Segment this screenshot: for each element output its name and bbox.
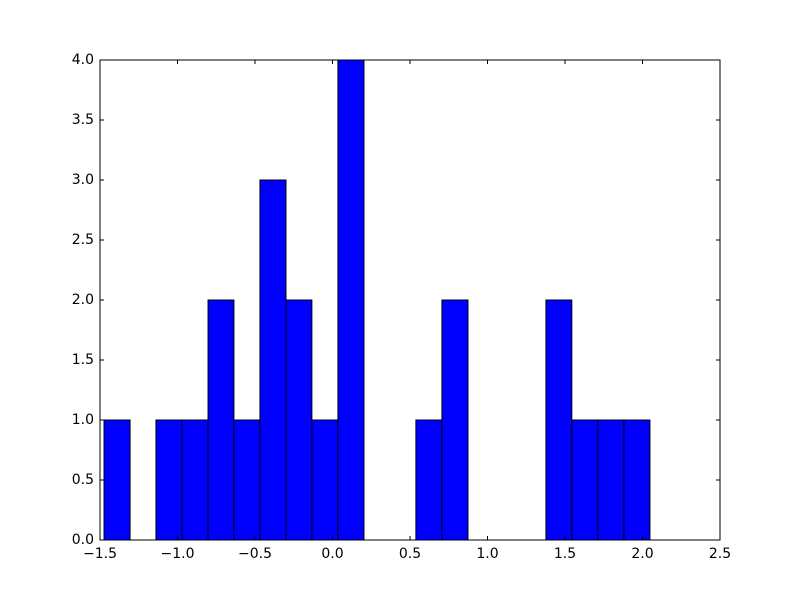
y-tick-label: 1.0 xyxy=(72,412,94,428)
bar xyxy=(181,419,209,541)
bar xyxy=(311,419,339,541)
y-tick-label: 2.0 xyxy=(72,292,94,308)
bar xyxy=(259,179,287,541)
y-tick-label: 1.5 xyxy=(72,352,94,368)
x-tick-label: 2.5 xyxy=(709,546,731,562)
x-tick-label: −1.5 xyxy=(83,546,117,562)
bar xyxy=(207,299,235,541)
y-tick-label: 3.5 xyxy=(72,112,94,128)
x-tick-label: 2.0 xyxy=(631,546,653,562)
bar xyxy=(285,299,313,541)
bar xyxy=(623,419,651,541)
bar xyxy=(155,419,183,541)
y-tick-label: 4.0 xyxy=(72,52,94,68)
bar xyxy=(571,419,599,541)
x-tick-label: −1.0 xyxy=(161,546,195,562)
x-tick-label: 0.0 xyxy=(321,546,343,562)
y-tick-label: 0.0 xyxy=(72,532,94,548)
bar xyxy=(103,419,131,541)
y-tick-label: 0.5 xyxy=(72,472,94,488)
y-tick-label: 2.5 xyxy=(72,232,94,248)
x-tick-label: 1.5 xyxy=(554,546,576,562)
bar xyxy=(415,419,443,541)
x-tick-label: −0.5 xyxy=(238,546,272,562)
x-tick-label: 1.0 xyxy=(476,546,498,562)
bar xyxy=(545,299,573,541)
bar xyxy=(597,419,625,541)
y-tick-label: 3.0 xyxy=(72,172,94,188)
x-tick-label: 0.5 xyxy=(399,546,421,562)
bar xyxy=(337,59,365,541)
bar xyxy=(233,419,261,541)
bar xyxy=(441,299,469,541)
